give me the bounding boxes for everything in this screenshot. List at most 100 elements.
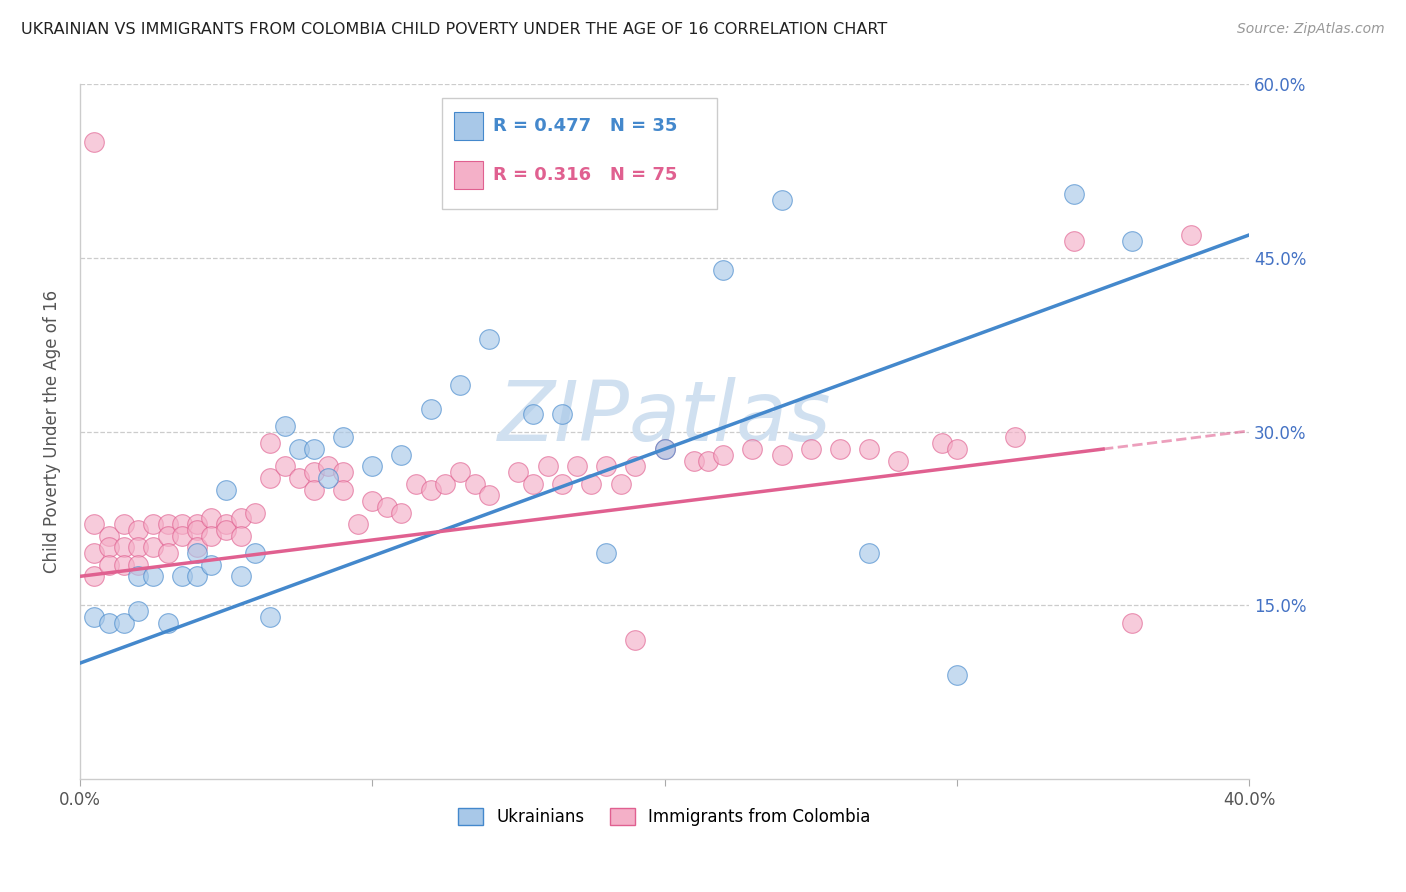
Point	[215, 483, 238, 497]
Point	[624, 633, 647, 648]
Point	[770, 193, 793, 207]
Point	[215, 517, 238, 532]
Point	[83, 136, 105, 150]
Point	[112, 541, 135, 555]
Point	[112, 615, 135, 630]
Point	[741, 442, 763, 456]
Point	[1063, 187, 1085, 202]
Point	[112, 558, 135, 572]
Point	[332, 483, 354, 497]
Point	[565, 459, 588, 474]
Point	[200, 511, 222, 525]
Point	[609, 476, 631, 491]
Point	[302, 442, 325, 456]
Point	[259, 436, 281, 450]
Point	[98, 529, 121, 543]
Point	[522, 476, 544, 491]
Point	[273, 459, 295, 474]
Point	[172, 569, 194, 583]
Point	[186, 541, 208, 555]
Text: Source: ZipAtlas.com: Source: ZipAtlas.com	[1237, 22, 1385, 37]
Point	[434, 476, 457, 491]
Point	[318, 459, 340, 474]
Point	[711, 262, 734, 277]
Point	[332, 465, 354, 479]
Point	[551, 407, 574, 421]
Point	[98, 558, 121, 572]
Point	[464, 476, 486, 491]
Point	[142, 569, 165, 583]
Point	[419, 401, 441, 416]
Point	[1121, 615, 1143, 630]
Point	[946, 667, 969, 681]
Point	[332, 430, 354, 444]
Point	[654, 442, 676, 456]
Point	[828, 442, 851, 456]
Legend: Ukrainians, Immigrants from Colombia: Ukrainians, Immigrants from Colombia	[451, 802, 877, 833]
Point	[156, 517, 179, 532]
Point	[478, 488, 501, 502]
Point	[172, 529, 194, 543]
Point	[536, 459, 558, 474]
Point	[449, 378, 471, 392]
Point	[98, 541, 121, 555]
Point	[595, 546, 617, 560]
Point	[522, 407, 544, 421]
Point	[273, 418, 295, 433]
Point	[508, 465, 530, 479]
Point	[449, 465, 471, 479]
Point	[127, 604, 149, 618]
Point	[156, 615, 179, 630]
Text: R = 0.316   N = 75: R = 0.316 N = 75	[492, 166, 678, 184]
Point	[83, 517, 105, 532]
Point	[186, 517, 208, 532]
Point	[83, 610, 105, 624]
Point	[800, 442, 823, 456]
Point	[361, 459, 384, 474]
FancyBboxPatch shape	[443, 98, 717, 210]
Point	[156, 529, 179, 543]
Point	[186, 523, 208, 537]
Point	[215, 523, 238, 537]
Point	[98, 615, 121, 630]
Point	[83, 546, 105, 560]
Point	[1121, 234, 1143, 248]
Point	[229, 529, 252, 543]
Point	[302, 465, 325, 479]
Point	[391, 448, 413, 462]
Point	[229, 511, 252, 525]
Point	[302, 483, 325, 497]
Point	[770, 448, 793, 462]
Point	[624, 459, 647, 474]
Text: UKRAINIAN VS IMMIGRANTS FROM COLOMBIA CHILD POVERTY UNDER THE AGE OF 16 CORRELAT: UKRAINIAN VS IMMIGRANTS FROM COLOMBIA CH…	[21, 22, 887, 37]
Point	[697, 453, 720, 467]
Point	[405, 476, 427, 491]
Point	[288, 442, 311, 456]
Point	[1063, 234, 1085, 248]
Bar	[454, 161, 484, 188]
Point	[711, 448, 734, 462]
Point	[112, 517, 135, 532]
Point	[142, 541, 165, 555]
Text: R = 0.477   N = 35: R = 0.477 N = 35	[492, 117, 678, 135]
Point	[200, 529, 222, 543]
Point	[156, 546, 179, 560]
Point	[186, 546, 208, 560]
Point	[200, 558, 222, 572]
Point	[595, 459, 617, 474]
Point	[83, 569, 105, 583]
Point	[551, 476, 574, 491]
Point	[142, 517, 165, 532]
Point	[946, 442, 969, 456]
Point	[858, 442, 880, 456]
Point	[229, 569, 252, 583]
Point	[478, 332, 501, 346]
Point	[318, 471, 340, 485]
Point	[1180, 227, 1202, 242]
Text: ZIPatlas: ZIPatlas	[498, 377, 831, 458]
Bar	[454, 112, 484, 140]
Point	[858, 546, 880, 560]
Point	[391, 506, 413, 520]
Point	[127, 523, 149, 537]
Point	[127, 558, 149, 572]
